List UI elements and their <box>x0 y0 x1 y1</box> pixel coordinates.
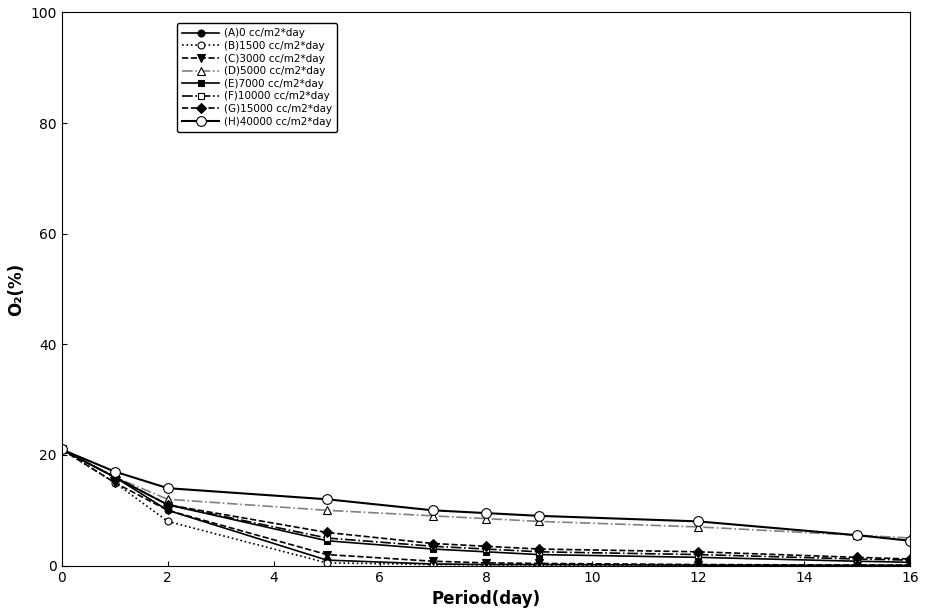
(H)40000 cc/m2*day <box>905 537 916 544</box>
(C)3000 cc/m2*day <box>852 561 863 569</box>
(E)7000 cc/m2*day <box>162 501 173 509</box>
(C)3000 cc/m2*day <box>56 446 68 453</box>
(E)7000 cc/m2*day <box>852 558 863 565</box>
Line: (A)0 cc/m2*day: (A)0 cc/m2*day <box>58 446 914 569</box>
Line: (E)7000 cc/m2*day: (E)7000 cc/m2*day <box>58 446 914 566</box>
(D)5000 cc/m2*day <box>162 496 173 503</box>
(H)40000 cc/m2*day <box>162 485 173 492</box>
(H)40000 cc/m2*day <box>321 496 332 503</box>
(H)40000 cc/m2*day <box>428 507 439 514</box>
(H)40000 cc/m2*day <box>481 509 492 517</box>
(A)0 cc/m2*day <box>905 561 916 569</box>
(G)15000 cc/m2*day <box>162 501 173 509</box>
(E)7000 cc/m2*day <box>481 548 492 555</box>
(A)0 cc/m2*day <box>109 474 120 481</box>
(B)1500 cc/m2*day <box>852 561 863 569</box>
(A)0 cc/m2*day <box>428 560 439 568</box>
Legend: (A)0 cc/m2*day, (B)1500 cc/m2*day, (C)3000 cc/m2*day, (D)5000 cc/m2*day, (E)7000: (A)0 cc/m2*day, (B)1500 cc/m2*day, (C)30… <box>177 23 337 132</box>
(E)7000 cc/m2*day <box>321 537 332 544</box>
(G)15000 cc/m2*day <box>56 446 68 453</box>
(B)1500 cc/m2*day <box>109 479 120 486</box>
(D)5000 cc/m2*day <box>852 531 863 539</box>
Line: (H)40000 cc/m2*day: (H)40000 cc/m2*day <box>56 445 915 546</box>
(A)0 cc/m2*day <box>56 446 68 453</box>
(G)15000 cc/m2*day <box>533 546 544 553</box>
(E)7000 cc/m2*day <box>56 446 68 453</box>
(F)10000 cc/m2*day <box>321 534 332 542</box>
(D)5000 cc/m2*day <box>693 523 704 531</box>
(E)7000 cc/m2*day <box>109 474 120 481</box>
(G)15000 cc/m2*day <box>852 554 863 561</box>
(F)10000 cc/m2*day <box>852 555 863 563</box>
(D)5000 cc/m2*day <box>428 512 439 520</box>
(B)1500 cc/m2*day <box>693 561 704 569</box>
(C)3000 cc/m2*day <box>533 560 544 567</box>
(A)0 cc/m2*day <box>162 507 173 514</box>
(F)10000 cc/m2*day <box>428 542 439 550</box>
Line: (G)15000 cc/m2*day: (G)15000 cc/m2*day <box>58 446 914 563</box>
(A)0 cc/m2*day <box>693 561 704 569</box>
(C)3000 cc/m2*day <box>162 507 173 514</box>
Line: (B)1500 cc/m2*day: (B)1500 cc/m2*day <box>58 446 914 569</box>
(C)3000 cc/m2*day <box>428 558 439 565</box>
(C)3000 cc/m2*day <box>109 479 120 486</box>
Y-axis label: O₂(%): O₂(%) <box>6 263 25 315</box>
(C)3000 cc/m2*day <box>321 551 332 558</box>
(D)5000 cc/m2*day <box>56 446 68 453</box>
(H)40000 cc/m2*day <box>533 512 544 520</box>
(B)1500 cc/m2*day <box>321 559 332 566</box>
(D)5000 cc/m2*day <box>481 515 492 522</box>
(B)1500 cc/m2*day <box>905 561 916 569</box>
(G)15000 cc/m2*day <box>905 555 916 563</box>
(H)40000 cc/m2*day <box>693 518 704 525</box>
(A)0 cc/m2*day <box>321 557 332 564</box>
(G)15000 cc/m2*day <box>481 542 492 550</box>
(B)1500 cc/m2*day <box>428 561 439 568</box>
(G)15000 cc/m2*day <box>321 529 332 536</box>
(H)40000 cc/m2*day <box>56 446 68 453</box>
(D)5000 cc/m2*day <box>905 534 916 542</box>
(F)10000 cc/m2*day <box>481 546 492 553</box>
(B)1500 cc/m2*day <box>56 446 68 453</box>
(B)1500 cc/m2*day <box>481 561 492 568</box>
(C)3000 cc/m2*day <box>905 561 916 569</box>
Line: (D)5000 cc/m2*day: (D)5000 cc/m2*day <box>57 445 914 542</box>
(G)15000 cc/m2*day <box>428 540 439 547</box>
(E)7000 cc/m2*day <box>693 554 704 561</box>
(D)5000 cc/m2*day <box>533 518 544 525</box>
(C)3000 cc/m2*day <box>481 559 492 566</box>
(F)10000 cc/m2*day <box>533 548 544 555</box>
(F)10000 cc/m2*day <box>56 446 68 453</box>
(F)10000 cc/m2*day <box>905 557 916 564</box>
(F)10000 cc/m2*day <box>693 551 704 558</box>
(E)7000 cc/m2*day <box>905 558 916 566</box>
Line: (C)3000 cc/m2*day: (C)3000 cc/m2*day <box>57 445 914 569</box>
(D)5000 cc/m2*day <box>109 474 120 481</box>
(B)1500 cc/m2*day <box>162 518 173 525</box>
(B)1500 cc/m2*day <box>533 561 544 569</box>
X-axis label: Period(day): Period(day) <box>432 590 541 608</box>
(D)5000 cc/m2*day <box>321 507 332 514</box>
(C)3000 cc/m2*day <box>693 561 704 568</box>
(A)0 cc/m2*day <box>533 561 544 568</box>
(G)15000 cc/m2*day <box>109 474 120 481</box>
(H)40000 cc/m2*day <box>109 468 120 475</box>
(A)0 cc/m2*day <box>481 561 492 568</box>
(F)10000 cc/m2*day <box>109 474 120 481</box>
(F)10000 cc/m2*day <box>162 501 173 509</box>
(H)40000 cc/m2*day <box>852 531 863 539</box>
Line: (F)10000 cc/m2*day: (F)10000 cc/m2*day <box>58 446 914 563</box>
(A)0 cc/m2*day <box>852 561 863 569</box>
(E)7000 cc/m2*day <box>428 546 439 553</box>
(G)15000 cc/m2*day <box>693 548 704 555</box>
(E)7000 cc/m2*day <box>533 551 544 558</box>
